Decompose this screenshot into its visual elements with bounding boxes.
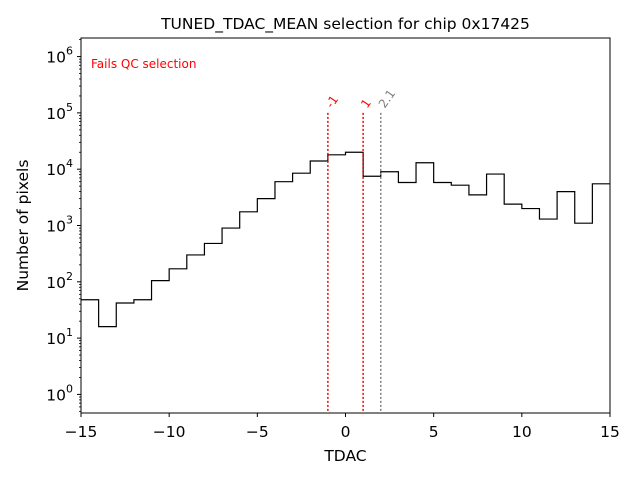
- y-tick-exponent: 2: [66, 270, 73, 283]
- x-tick-label: 15: [600, 423, 620, 441]
- histogram-bin: [293, 173, 311, 413]
- y-tick-exponent: 1: [66, 326, 73, 339]
- y-tick-base: 10: [46, 386, 66, 404]
- y-tick-exponent: 4: [66, 157, 73, 170]
- histogram-bin: [99, 327, 117, 413]
- histogram-bin: [328, 155, 346, 413]
- y-tick-label: 103: [46, 214, 73, 236]
- y-tick-label: 101: [46, 326, 73, 348]
- x-tick-label: 10: [512, 423, 532, 441]
- histogram-bin: [487, 174, 505, 413]
- cut-line-label: 1: [358, 96, 374, 110]
- histogram-bin: [346, 152, 364, 413]
- y-tick-exponent: 5: [66, 101, 73, 114]
- histogram-bin: [81, 300, 99, 413]
- histogram-bin: [451, 185, 469, 413]
- y-tick-exponent: 6: [66, 45, 73, 58]
- histogram-bin: [557, 192, 575, 413]
- x-tick-label: −10: [153, 423, 186, 441]
- histogram-bin: [416, 163, 434, 413]
- histogram-bin: [469, 195, 487, 413]
- y-tick-base: 10: [46, 105, 66, 123]
- x-axis-label: TDAC: [323, 447, 366, 465]
- x-tick-label: −15: [65, 423, 98, 441]
- histogram-bin: [187, 255, 205, 413]
- y-tick-label: 104: [46, 157, 73, 179]
- y-tick-base: 10: [46, 161, 66, 179]
- chart-title: TUNED_TDAC_MEAN selection for chip 0x174…: [160, 15, 530, 34]
- histogram-bin: [434, 183, 452, 413]
- histogram-bin: [275, 182, 293, 413]
- histogram-bin: [363, 176, 381, 413]
- histogram-bin: [539, 219, 557, 413]
- histogram-bin: [169, 269, 187, 413]
- y-tick-base: 10: [46, 330, 66, 348]
- y-axis-label: Number of pixels: [14, 160, 32, 292]
- x-tick-label: 5: [429, 423, 439, 441]
- y-tick-label: 106: [46, 45, 73, 67]
- histogram-bin: [504, 204, 522, 413]
- y-tick-exponent: 0: [66, 382, 73, 395]
- y-tick-exponent: 3: [66, 214, 73, 227]
- histogram-bin: [204, 243, 222, 413]
- histogram-bin: [398, 183, 416, 413]
- histogram-bin: [240, 212, 258, 413]
- cut-line-label: -1: [323, 93, 341, 111]
- x-tick-label: −5: [246, 423, 269, 441]
- y-tick-label: 100: [46, 382, 73, 404]
- histogram-bin: [222, 228, 240, 413]
- histogram-bin: [310, 161, 328, 413]
- y-tick-label: 105: [46, 101, 73, 123]
- y-tick-label: 102: [46, 270, 73, 292]
- histogram-bin: [152, 281, 170, 413]
- histogram-bin: [592, 184, 610, 413]
- histogram-bin: [257, 199, 275, 413]
- histogram-bin: [575, 223, 593, 413]
- histogram-outline: [81, 151, 610, 328]
- histogram-bin: [381, 172, 399, 413]
- histogram-bin: [116, 303, 134, 413]
- y-tick-base: 10: [46, 274, 66, 292]
- histogram-series: [81, 151, 610, 413]
- y-tick-base: 10: [46, 49, 66, 67]
- x-axis: −15 −10 −5 0 5 10 15: [65, 413, 620, 441]
- x-tick-label: 0: [341, 423, 351, 441]
- cut-line-label: 2.1: [376, 87, 398, 111]
- histogram-bin: [522, 209, 540, 413]
- y-tick-base: 10: [46, 218, 66, 236]
- fails-qc-annotation: Fails QC selection: [91, 57, 196, 71]
- histogram-bin: [134, 300, 152, 413]
